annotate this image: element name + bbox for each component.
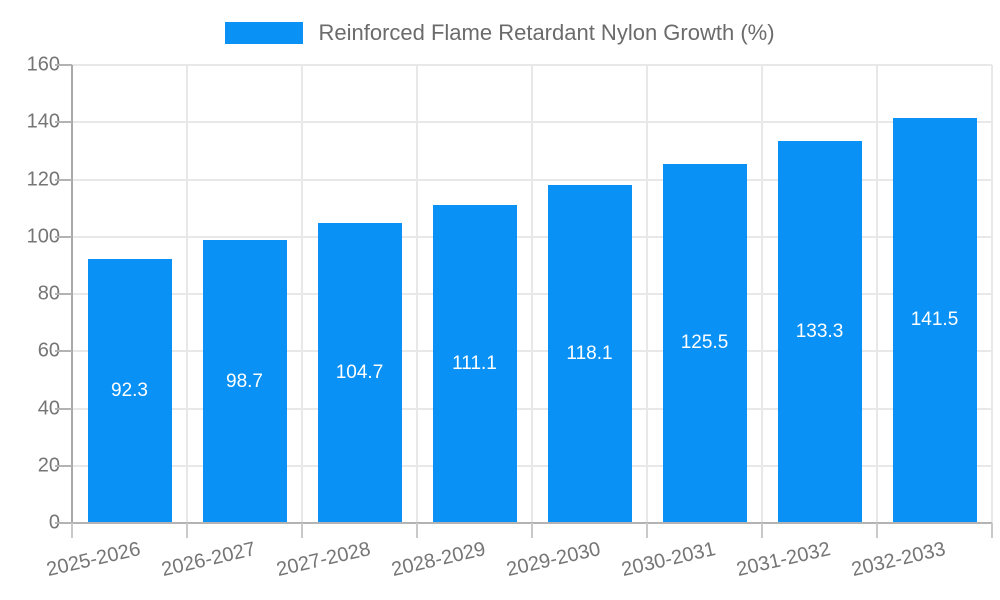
bar-value-label: 141.5 — [910, 309, 959, 331]
y-axis-tick — [55, 64, 72, 66]
bar-2032-2033[interactable]: 141.5 — [892, 117, 977, 523]
bar-value-label: 118.1 — [566, 342, 613, 364]
legend-label: Reinforced Flame Retardant Nylon Growth … — [318, 20, 775, 45]
y-axis-tick-label: 0 — [49, 512, 60, 535]
x-axis-category-label: 2032-2033 — [849, 538, 948, 581]
gridline-vertical — [646, 65, 648, 523]
x-axis-category-label: 2027-2028 — [274, 538, 373, 581]
legend[interactable]: Reinforced Flame Retardant Nylon Growth … — [0, 20, 1000, 46]
x-axis-tick — [646, 523, 648, 538]
gridline-vertical — [876, 65, 878, 523]
y-axis-line — [71, 65, 73, 525]
y-axis-tick — [55, 121, 72, 124]
y-axis-tick — [55, 178, 72, 181]
bar-value-label: 98.7 — [226, 370, 263, 392]
x-axis-category-label: 2028-2029 — [389, 538, 488, 581]
bar-2026-2027[interactable]: 98.7 — [202, 240, 287, 523]
x-axis-category-label: 2030-2031 — [619, 538, 718, 581]
y-axis-tick-label: 40 — [37, 397, 60, 419]
y-axis-tick-label: 60 — [37, 339, 60, 362]
x-axis-tick — [991, 523, 993, 538]
bar-2029-2030[interactable]: 118.1 — [547, 184, 632, 523]
x-axis-tick — [531, 523, 533, 538]
bar-value-label: 133.3 — [795, 321, 844, 343]
y-axis-tick-label: 140 — [26, 110, 60, 133]
y-axis-tick — [55, 464, 72, 467]
y-axis-tick-label: 20 — [37, 454, 60, 477]
gridline-vertical — [301, 65, 303, 523]
bar-value-label: 111.1 — [452, 352, 497, 374]
x-axis-tick — [876, 523, 878, 538]
bar-2028-2029[interactable]: 111.1 — [432, 204, 517, 523]
x-axis-tick — [301, 523, 303, 538]
x-axis-tick — [71, 523, 73, 538]
y-axis-tick — [55, 522, 72, 524]
bar-2030-2031[interactable]: 125.5 — [662, 163, 747, 523]
bar-value-label: 104.7 — [335, 362, 384, 384]
x-axis-category-label: 2031-2032 — [734, 538, 833, 581]
y-axis-tick-label: 80 — [37, 282, 60, 305]
bar-2027-2028[interactable]: 104.7 — [317, 223, 402, 523]
legend-swatch-icon — [225, 22, 304, 44]
y-axis-tick — [55, 293, 72, 295]
gridline-vertical — [416, 65, 418, 523]
x-axis-tick — [186, 523, 188, 538]
gridline-vertical — [761, 65, 763, 523]
x-axis-tick — [416, 523, 418, 538]
y-axis-tick — [55, 235, 72, 238]
bar-2031-2032[interactable]: 133.3 — [777, 141, 862, 523]
y-axis-tick — [55, 350, 72, 353]
x-axis-category-label: 2025-2026 — [44, 538, 143, 581]
y-axis-tick-label: 120 — [26, 168, 60, 190]
bar-value-label: 125.5 — [680, 332, 729, 354]
gridline-vertical — [531, 65, 533, 523]
plot-area: 0 20 40 60 80 100 120 140 160 92.3 2025-2026 98.7 20… — [27, 54, 993, 581]
y-axis-tick-label: 100 — [26, 225, 60, 248]
x-axis-category-label: 2029-2030 — [504, 538, 603, 581]
bar-value-label: 92.3 — [111, 379, 148, 401]
gridline-vertical — [186, 65, 188, 523]
x-axis-category-label: 2026-2027 — [159, 538, 258, 581]
x-axis-tick — [761, 523, 763, 538]
gridline-vertical — [991, 65, 993, 523]
bar-2025-2026[interactable]: 92.3 — [87, 258, 172, 523]
y-axis-tick — [55, 407, 72, 410]
y-axis-tick-label: 160 — [26, 53, 60, 76]
